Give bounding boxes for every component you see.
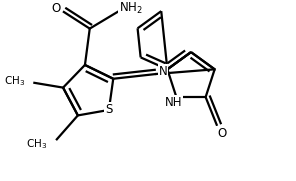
Text: S: S [105,104,112,116]
Text: NH: NH [165,96,182,109]
Text: O: O [52,2,61,15]
Text: CH$_3$: CH$_3$ [4,74,25,88]
Text: CH$_3$: CH$_3$ [26,137,47,151]
Text: N: N [159,65,167,78]
Text: O: O [217,127,226,140]
Text: NH$_2$: NH$_2$ [119,1,143,16]
